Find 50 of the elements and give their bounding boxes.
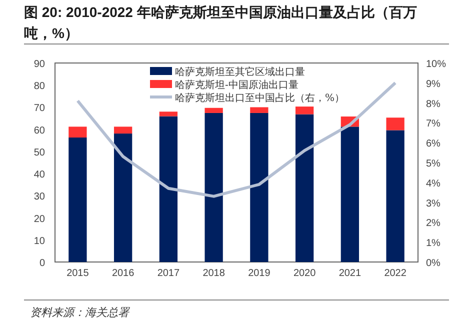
y-tick-label: 70 — [34, 103, 46, 114]
line-series — [76, 81, 397, 198]
y2-tick-label: 6% — [426, 138, 441, 150]
y2-tick-label: 3% — [426, 198, 441, 210]
bar — [386, 118, 404, 130]
legend-label: 哈萨克斯坦至其它区域出口量 — [175, 66, 305, 78]
x-tick-label: 2017 — [157, 268, 180, 279]
y-tick-label: 0 — [39, 258, 46, 269]
x-tick-label: 2016 — [112, 268, 135, 279]
y-tick-label: 20 — [34, 214, 46, 225]
x-tick-label: 2018 — [202, 268, 226, 279]
x-tick-label: 2021 — [338, 268, 362, 279]
bar — [68, 126, 87, 138]
bar — [159, 112, 178, 116]
y2-tick-label: 4% — [426, 178, 441, 190]
bar — [159, 116, 178, 262]
y-tick-label: 30 — [34, 192, 46, 203]
y2-tick-label: 7% — [426, 118, 441, 130]
y-tick-label: 40 — [34, 170, 46, 181]
bar — [114, 126, 132, 134]
bar — [250, 107, 268, 113]
bar — [386, 130, 404, 262]
y2-tick-label: 9% — [426, 78, 441, 90]
bar — [114, 134, 132, 262]
chart-title: 图 20: 2010-2022 年哈萨克斯坦至中国原油出口量及占比（百万吨，%） — [24, 3, 418, 43]
legend-label: 哈萨克斯坦出口至中国占比（右，%） — [175, 92, 345, 104]
x-tick-label: 2020 — [293, 268, 316, 279]
bar — [204, 108, 223, 113]
text: 资料来源：海关总署 — [30, 305, 129, 320]
bar — [250, 112, 268, 262]
y2-tick-label: 2% — [426, 218, 441, 230]
y2-tick-label: 10% — [426, 59, 446, 70]
bar — [204, 112, 223, 262]
bar — [295, 106, 314, 114]
y2-tick-label: 1% — [426, 238, 441, 250]
bar — [340, 126, 360, 262]
y-tick-label: 60 — [34, 125, 46, 136]
y-tick-label: 90 — [34, 59, 46, 70]
bar — [68, 138, 87, 262]
x-tick-label: 2015 — [66, 268, 90, 279]
y2-tick-label: 5% — [426, 158, 441, 170]
y2-tick-label: 8% — [426, 98, 441, 110]
bar — [295, 114, 314, 262]
y-tick-label: 10 — [34, 236, 46, 247]
y-tick-label: 50 — [34, 147, 46, 158]
x-tick-label: 2022 — [384, 268, 407, 279]
y2-tick-label: 0% — [426, 258, 441, 269]
legend-label: 哈萨克斯坦-中国原油出口量 — [175, 79, 298, 91]
x-tick-label: 2019 — [248, 268, 271, 279]
y-tick-label: 80 — [34, 81, 46, 92]
